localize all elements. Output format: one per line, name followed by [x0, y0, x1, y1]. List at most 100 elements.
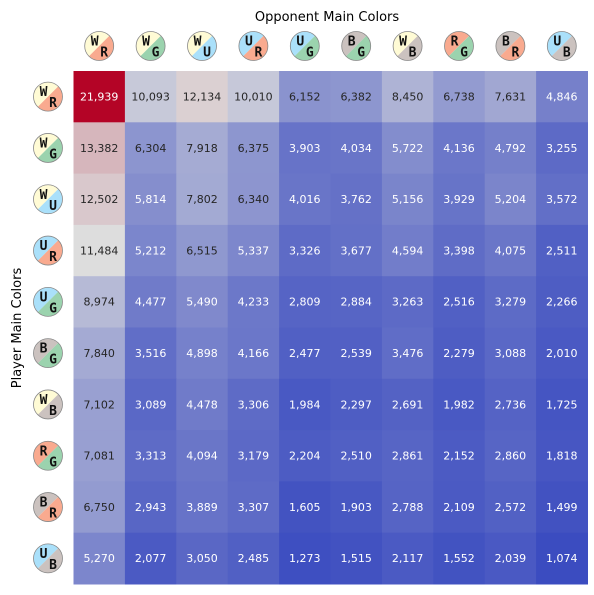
heatmap-cell-wb-vs-ug — [279, 378, 331, 431]
mana-letter-primary: W — [40, 188, 48, 203]
cell-value-label: 2,860 — [495, 450, 527, 463]
heatmap-cell-br-vs-wr — [73, 481, 126, 534]
cell-value-label: 3,889 — [186, 501, 218, 514]
mana-letter-secondary: G — [49, 353, 57, 368]
mana-half-primary — [33, 543, 59, 569]
heatmap-cell-wb-vs-ub — [536, 378, 588, 431]
mana-half-primary — [187, 31, 213, 57]
heatmap-cell-ur-vs-wg — [124, 224, 177, 277]
cell-value-label: 3,762 — [340, 193, 372, 206]
heatmap-cell-rg-vs-wr — [73, 430, 126, 482]
row-icon-rg: RG — [33, 440, 63, 471]
cell-value-label: 10,010 — [234, 90, 273, 103]
heatmap-cell-wg-vs-ur — [227, 122, 280, 175]
mana-letter-primary: U — [40, 239, 48, 254]
heatmap-cell-ug-vs-wu — [176, 276, 229, 328]
mana-letter-primary: B — [502, 35, 510, 50]
cell-value-label: 3,306 — [238, 398, 270, 411]
heatmap-cell-wg-vs-wu — [176, 122, 229, 175]
cell-value-label: 2,010 — [546, 347, 578, 360]
cell-value-label: 11,484 — [80, 244, 119, 257]
heatmap-cell-ub-vs-wu — [176, 532, 229, 585]
mana-icon-ring — [33, 338, 63, 369]
row-icon-bg: BG — [33, 338, 63, 369]
heatmap-cell-wu-vs-ub — [536, 173, 588, 226]
heatmap-cell-ur-vs-ub — [536, 224, 588, 277]
row-icon-wu: WU — [33, 184, 63, 215]
cell-value-label: 6,375 — [238, 142, 270, 155]
heatmap-cell-wu-vs-br — [484, 173, 537, 226]
heatmap-cell-wg-vs-bg — [330, 122, 383, 175]
mana-half-primary — [84, 31, 110, 57]
heatmap-cell-wu-vs-wb — [381, 173, 434, 226]
mana-half-primary — [33, 441, 59, 467]
cell-value-label: 1,903 — [340, 501, 372, 514]
mana-letter-secondary: R — [49, 96, 57, 111]
mana-half-primary — [238, 31, 264, 57]
cell-value-label: 6,340 — [238, 193, 270, 206]
heatmap-cell-ub-vs-wr — [73, 532, 126, 585]
heatmap-cell-ub-vs-ub — [536, 532, 588, 585]
heatmap-cell-ub-vs-rg — [433, 532, 486, 585]
heatmap-cell-br-vs-ub — [536, 481, 588, 534]
mana-half-secondary — [37, 188, 63, 214]
cell-value-label: 3,929 — [443, 193, 475, 206]
cell-value-label: 7,802 — [186, 193, 218, 206]
cell-value-label: 3,476 — [392, 347, 424, 360]
mana-letter-secondary: G — [152, 46, 160, 61]
mana-half-primary — [495, 31, 521, 57]
heatmap-cell-wr-vs-wb — [381, 71, 434, 123]
cell-value-label: 1,605 — [289, 501, 321, 514]
cell-value-label: 1,552 — [443, 552, 475, 565]
cell-value-label: 12,502 — [80, 193, 119, 206]
mana-half-secondary — [500, 35, 525, 61]
heatmap-cell-wg-vs-wg — [124, 122, 177, 175]
mana-letter-secondary: B — [563, 46, 571, 61]
mana-icon-ring — [33, 440, 63, 471]
column-icon-br: BR — [495, 31, 526, 61]
mana-half-primary — [33, 338, 59, 364]
heatmap-cell-wu-vs-ur — [227, 173, 280, 226]
heatmap-cell-bg-vs-bg — [330, 327, 383, 380]
cell-value-label: 4,166 — [238, 347, 270, 360]
mana-icon-ring — [33, 543, 63, 574]
mana-half-primary — [33, 492, 59, 518]
mana-icon-ring — [33, 286, 63, 317]
cell-value-label: 5,722 — [392, 142, 424, 155]
heatmap-cell-wb-vs-wu — [176, 378, 229, 431]
cell-value-label: 2,861 — [392, 450, 424, 463]
mana-icon-ring — [444, 31, 474, 61]
mana-letter-primary: W — [40, 136, 48, 151]
heatmap-cell-br-vs-rg — [433, 481, 486, 534]
heatmap-cell-wr-vs-ur — [227, 71, 280, 123]
mana-half-primary — [136, 31, 161, 57]
cell-value-label: 2,884 — [340, 296, 372, 309]
heatmap-cell-wr-vs-br — [484, 71, 537, 123]
cell-value-label: 2,691 — [392, 398, 424, 411]
mana-half-secondary — [88, 35, 114, 61]
heatmap-cell-wr-vs-bg — [330, 71, 383, 123]
heatmap-cell-wg-vs-ug — [279, 122, 331, 175]
cell-value-label: 2,039 — [495, 552, 527, 565]
heatmap-cell-rg-vs-bg — [330, 430, 383, 482]
mana-icon-ring — [546, 31, 577, 61]
heatmap-cell-ub-vs-ug — [279, 532, 331, 585]
mana-letter-primary: U — [40, 547, 48, 562]
heatmap-cell-wr-vs-rg — [433, 71, 486, 123]
mana-half-secondary — [37, 445, 63, 471]
cell-value-label: 2,152 — [443, 450, 475, 463]
cell-value-label: 1,499 — [546, 501, 578, 514]
cell-value-label: 2,788 — [392, 501, 424, 514]
mana-letter-primary: R — [451, 35, 459, 50]
mana-letter-primary: W — [40, 393, 48, 408]
column-icon-bg: BG — [341, 31, 372, 61]
heatmap-cell-wb-vs-bg — [330, 378, 383, 431]
mana-icon-ring — [495, 31, 526, 61]
heatmap-cell-bg-vs-wr — [73, 327, 126, 380]
cell-value-label: 6,304 — [135, 142, 167, 155]
heatmap-cell-ug-vs-bg — [330, 276, 383, 328]
cell-value-label: 3,263 — [392, 296, 424, 309]
cell-value-label: 5,337 — [238, 244, 270, 257]
mana-half-primary — [33, 82, 59, 107]
cell-value-label: 2,510 — [340, 450, 372, 463]
